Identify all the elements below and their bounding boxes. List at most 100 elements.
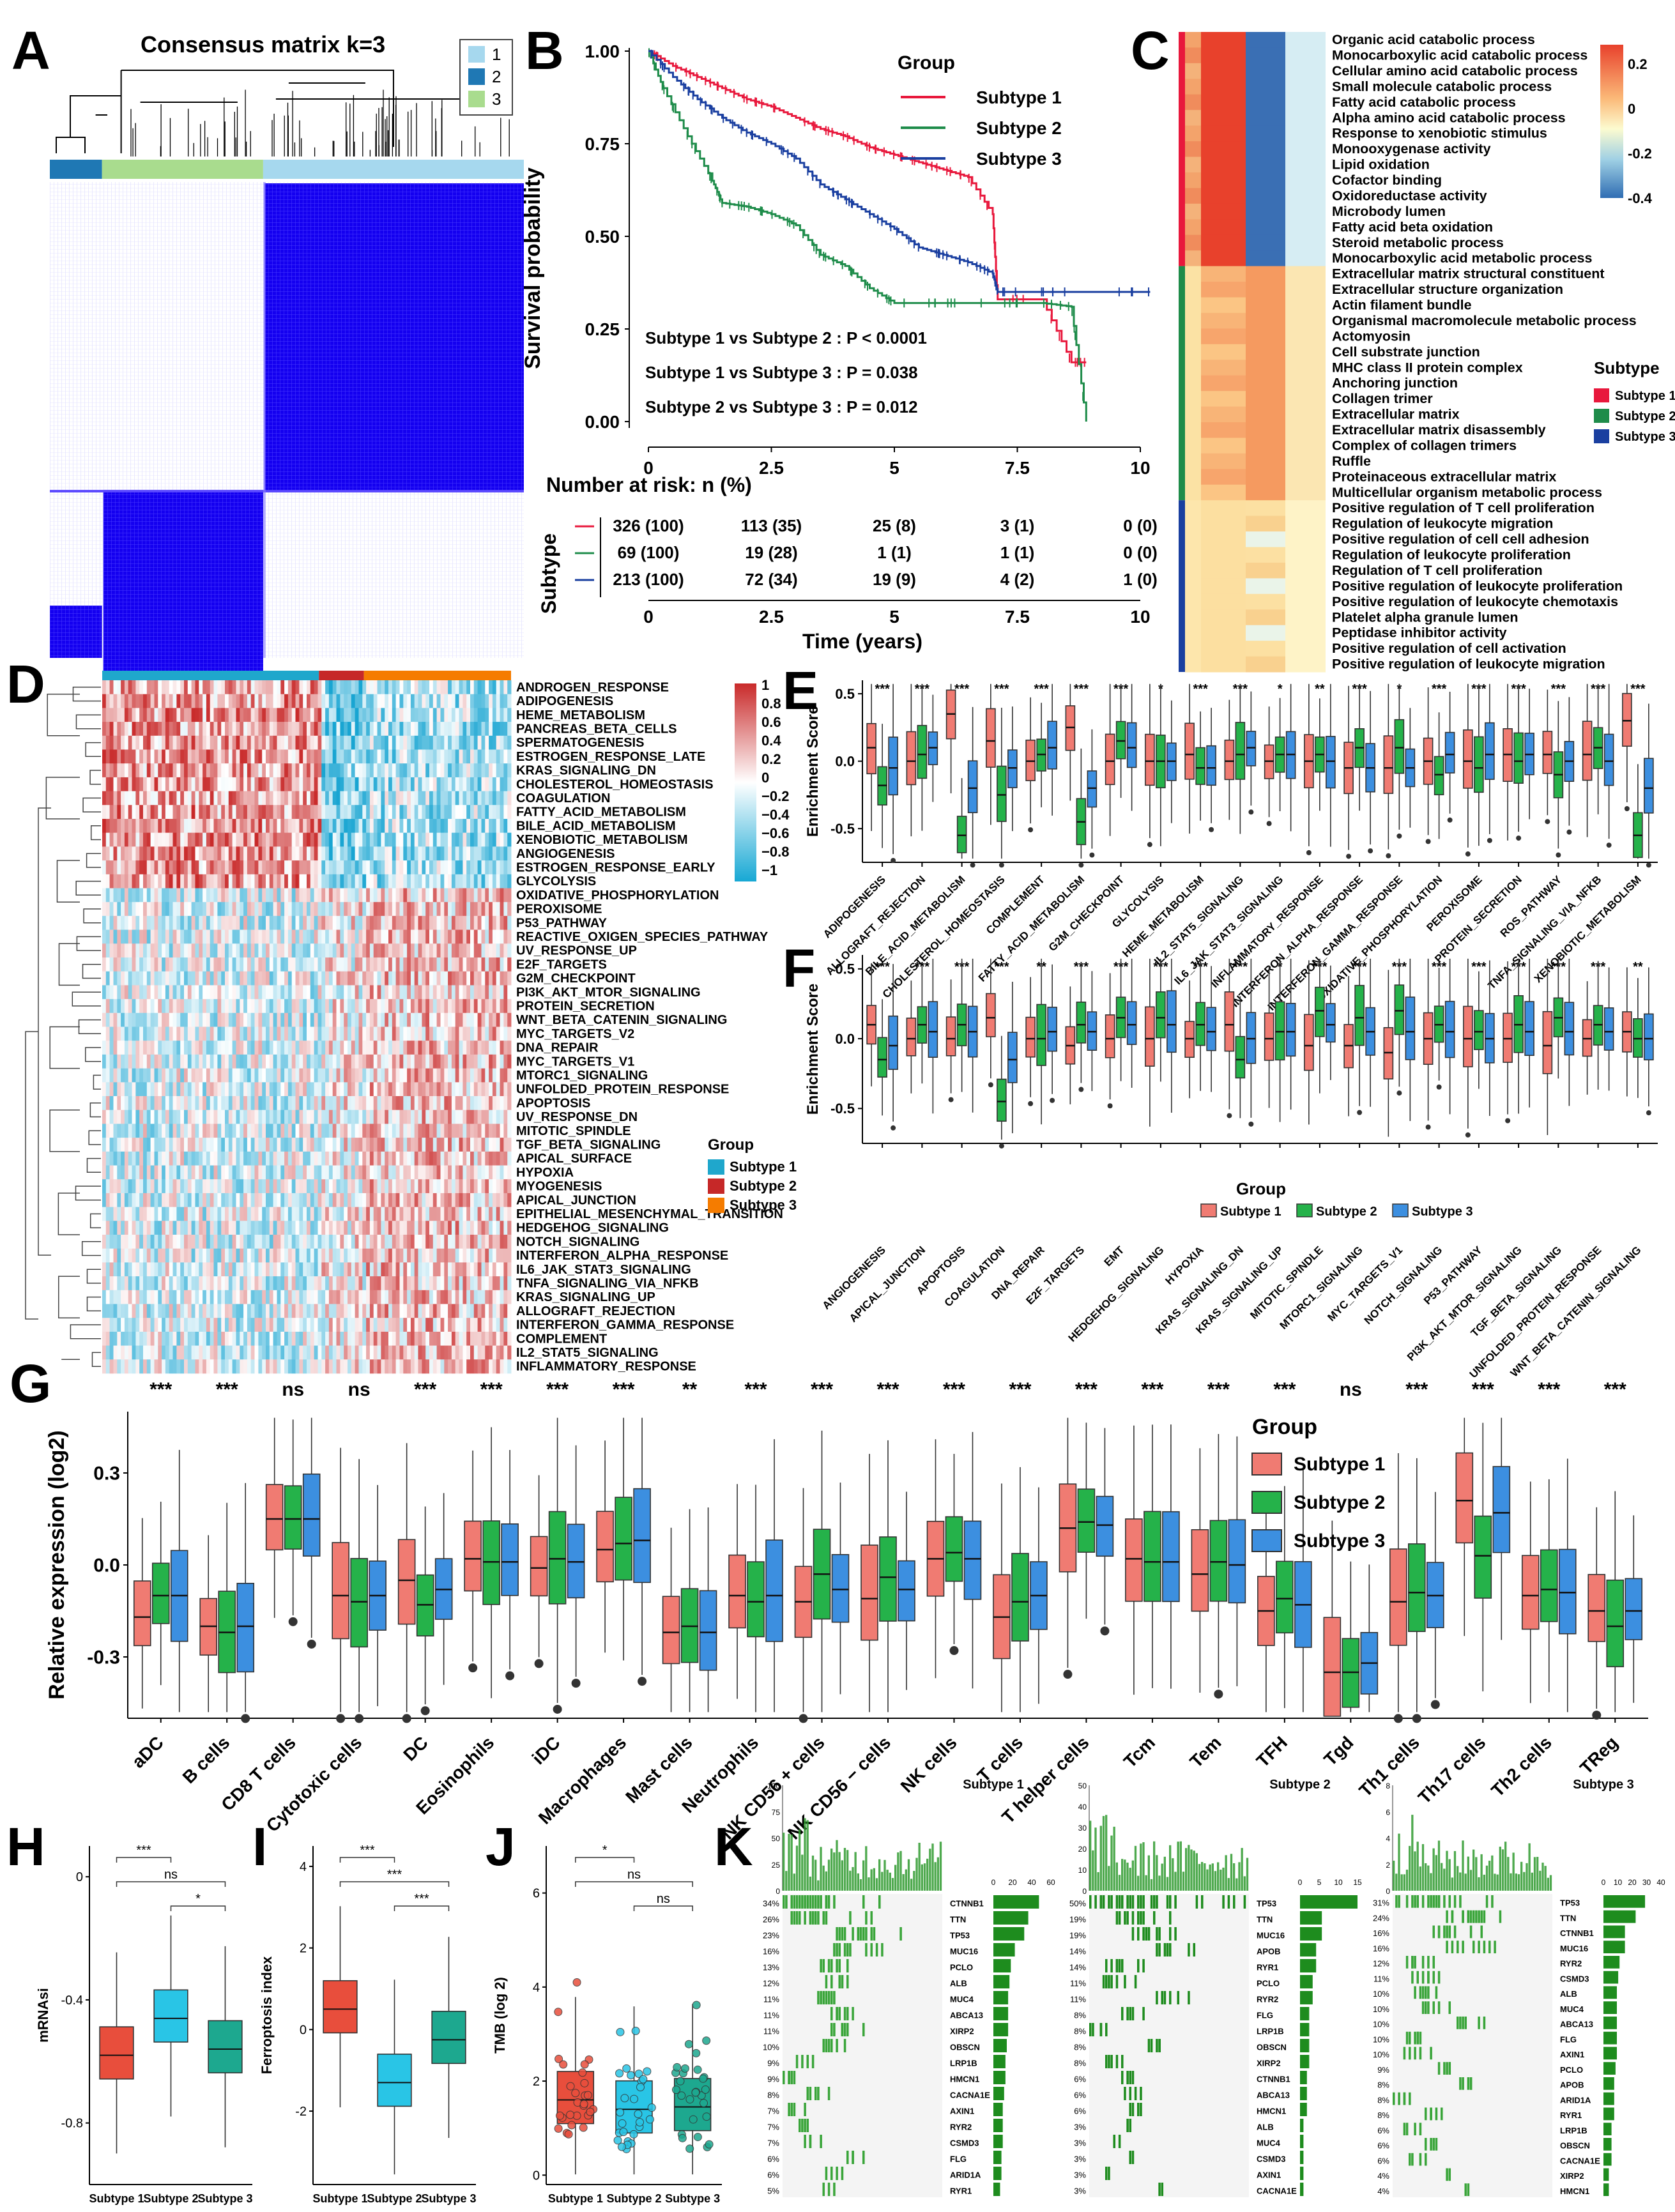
heat-cell — [250, 1165, 255, 1180]
heat-cell — [243, 1221, 248, 1235]
heat-cell — [109, 1221, 114, 1235]
heat-cell — [180, 957, 185, 972]
heat-cell — [277, 694, 281, 708]
heat-cell — [273, 860, 277, 875]
heat-cell — [369, 819, 374, 834]
heat-cell — [436, 1165, 441, 1180]
heat-cell — [407, 860, 411, 875]
heat-cell — [143, 694, 148, 708]
heat-cell — [414, 1041, 418, 1055]
heat-cell — [336, 943, 340, 958]
heat-cell — [203, 1041, 207, 1055]
heat-cell — [187, 1012, 192, 1027]
heat-cell — [459, 1151, 463, 1166]
heat-cell — [105, 1041, 111, 1055]
heat-cell — [463, 1165, 467, 1180]
heat-cell — [362, 1207, 367, 1221]
heat-cell — [303, 1012, 307, 1027]
heat-cell — [146, 735, 151, 750]
heat-cell — [295, 749, 300, 764]
heat-cell — [162, 999, 166, 1014]
heat-cell — [432, 1041, 438, 1055]
heat-cell — [176, 1054, 181, 1069]
heat-cell — [425, 1179, 430, 1194]
heat-cell — [455, 985, 459, 1000]
heat-cell — [325, 1179, 330, 1194]
heat-cell — [481, 1235, 486, 1249]
heat-cell — [358, 791, 363, 805]
risk-cell: 1 (1) — [877, 543, 911, 562]
heat-cell — [225, 971, 229, 986]
heat-cell — [195, 985, 199, 1000]
heat-cell — [392, 985, 397, 1000]
heat-cell — [146, 749, 151, 764]
heat-cell — [154, 957, 158, 972]
heat-cell — [184, 777, 188, 791]
heat-cell — [507, 971, 512, 986]
heat-cell — [392, 1026, 397, 1041]
heat-cell — [247, 708, 252, 722]
heat-cell — [217, 1235, 222, 1249]
heat-cell — [240, 1207, 244, 1221]
heat-cell — [388, 1248, 393, 1263]
heat-cell — [351, 1207, 356, 1221]
heat-cell — [132, 1054, 136, 1069]
heat-cell — [470, 860, 475, 875]
heat-cell — [169, 971, 173, 986]
heat-cell — [169, 902, 173, 917]
heat-cell — [262, 1041, 266, 1055]
heat-cell — [403, 819, 408, 834]
heat-cell — [250, 1179, 255, 1194]
heat-cell — [295, 915, 300, 930]
heat-cell — [221, 957, 226, 972]
heat-cell — [169, 929, 173, 944]
group-bar-subtype-3 — [363, 671, 511, 682]
heat-cell — [191, 1138, 195, 1152]
heat-cell — [432, 1138, 438, 1152]
heat-cell — [280, 1026, 285, 1041]
heat-cell — [310, 1124, 315, 1138]
heat-cell — [388, 1138, 393, 1152]
heat-cell — [258, 832, 263, 847]
heat-cell — [262, 749, 266, 764]
heat-cell — [477, 874, 482, 889]
heat-cell — [328, 749, 333, 764]
heat-cell — [455, 1012, 459, 1027]
heat-cell — [332, 832, 337, 847]
heat-cell — [266, 1179, 270, 1194]
heat-cell — [473, 874, 478, 889]
heat-cell — [429, 1110, 434, 1124]
heat-cell — [399, 777, 404, 791]
colorbar-tick-label: -0.2 — [1628, 146, 1652, 162]
heat-cell — [340, 1165, 344, 1180]
heat-cell — [146, 708, 151, 722]
heat-cell — [373, 1248, 378, 1263]
heat-cell — [250, 902, 255, 917]
heat-cell — [432, 1207, 438, 1221]
heat-cell — [492, 902, 497, 917]
heat-cell — [336, 929, 340, 944]
heat-cell — [117, 902, 121, 917]
heat-cell — [395, 832, 400, 847]
heat-cell — [258, 1041, 263, 1055]
heat-cell — [388, 915, 393, 930]
heat-cell — [184, 1165, 188, 1180]
heat-cell — [362, 1151, 367, 1166]
heat-cell — [492, 1165, 497, 1180]
heat-cell — [388, 1068, 393, 1083]
heat-cell — [470, 1082, 475, 1097]
heat-cell — [463, 777, 467, 791]
heat-cell — [105, 1054, 111, 1069]
heat-cell — [184, 943, 188, 958]
heat-cell — [392, 1068, 397, 1083]
heat-cell — [191, 1012, 195, 1027]
heat-cell — [280, 1096, 285, 1111]
heat-cell — [236, 694, 240, 708]
heat-cell — [117, 1235, 121, 1249]
heat-cell — [451, 929, 456, 944]
heat-cell — [225, 999, 229, 1014]
heat-cell — [287, 777, 293, 791]
heat-cell — [243, 832, 248, 847]
heat-cell — [176, 708, 181, 722]
heat-cell — [436, 1248, 441, 1263]
